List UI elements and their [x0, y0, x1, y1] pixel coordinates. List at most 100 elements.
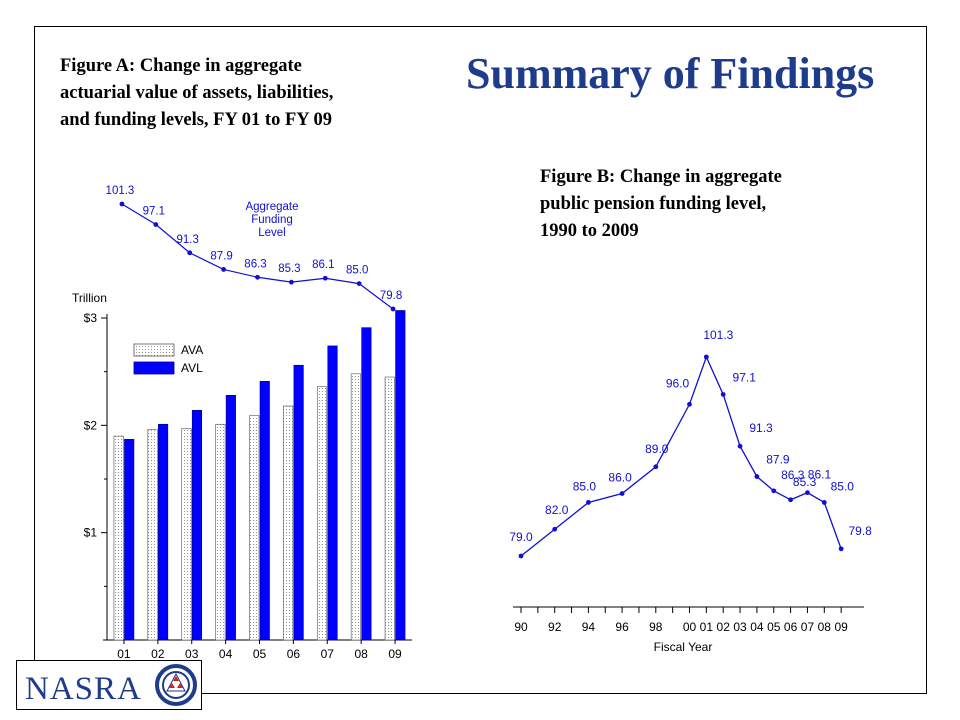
legend-swatch-ava: [133, 343, 175, 357]
x-tick-label: 05: [767, 620, 781, 634]
x-tick-label: 08: [354, 647, 368, 661]
funding-level-point: [153, 222, 159, 227]
funding-level-value-label: 85.0: [831, 479, 855, 493]
x-tick-label: 00: [683, 620, 697, 634]
funding-level-point: [788, 497, 793, 503]
x-tick-label: 04: [750, 620, 764, 634]
bar-ava: [283, 405, 294, 641]
funding-level-annotation: Level: [258, 227, 286, 239]
bar-avl: [259, 381, 270, 641]
funding-level-value-label: 79.8: [380, 290, 402, 302]
x-tick-label: 96: [615, 620, 629, 634]
funding-level-point: [653, 464, 659, 470]
x-tick-label: 03: [733, 620, 747, 634]
x-tick-label: 01: [700, 620, 714, 634]
y-tick-label: $3: [84, 311, 98, 325]
funding-level-value-label: 97.1: [143, 206, 165, 218]
figure-b-caption: Figure B: Change in aggregate public pen…: [540, 164, 870, 245]
funding-level-point: [518, 553, 524, 559]
bar-avl: [225, 394, 236, 641]
bar-ava: [316, 386, 328, 641]
x-tick-label: 92: [548, 620, 562, 634]
x-tick-label: 06: [287, 647, 301, 661]
x-tick-label: 94: [582, 620, 596, 634]
legend-swatch-avl: [133, 361, 175, 375]
funding-level-point: [619, 491, 625, 496]
bar-avl: [361, 327, 372, 641]
funding-level-point: [322, 275, 328, 281]
funding-level-point: [687, 401, 692, 407]
bar-avl: [158, 423, 169, 641]
funding-level-value-label: 85.3: [278, 263, 300, 275]
funding-level-point: [737, 443, 743, 449]
y-axis-label: Trillion: [72, 291, 107, 305]
funding-level-point: [552, 526, 558, 532]
funding-level-point: [119, 201, 125, 207]
funding-level-point: [720, 392, 726, 397]
x-tick-label: 04: [219, 647, 233, 661]
x-tick-label: 08: [818, 620, 832, 634]
funding-level-value-label: 85.0: [573, 479, 597, 493]
bar-avl: [327, 345, 338, 641]
funding-level-value-label: 82.0: [545, 503, 569, 517]
bar-avl: [293, 364, 304, 641]
funding-level-value-label: 86.1: [312, 259, 334, 271]
funding-level-point: [838, 546, 844, 552]
funding-level-value-label: 87.9: [210, 250, 232, 262]
funding-level-value-label: 89.0: [645, 442, 669, 456]
figure-a-caption: Figure A: Change in aggregate actuarial …: [60, 53, 440, 134]
funding-level-point: [586, 500, 591, 505]
bar-avl: [124, 438, 135, 641]
bar-ava: [147, 429, 158, 641]
slide-title: Summary of Findings: [466, 49, 875, 98]
x-tick-label: 05: [253, 647, 267, 661]
bar-ava: [215, 423, 226, 641]
bar-ava: [113, 435, 124, 641]
slide-frame: [34, 26, 927, 694]
funding-level-value-label: 85.3: [793, 475, 817, 489]
figure-a-funding-line-chart: 101.3 97.1 91.3 87.9 86.3 85.3 86.1 85.0 79.8 Agg…: [106, 185, 402, 312]
x-tick-label: 02: [717, 620, 731, 634]
funding-level-annotation: Funding: [251, 214, 293, 226]
bar-avl: [395, 310, 406, 641]
funding-level-annotation: Aggregate: [245, 201, 298, 213]
funding-level-value-label: 79.0: [509, 530, 533, 544]
figure-b-caption-line: Figure B: Change in aggregate: [540, 167, 782, 187]
x-tick-label: 06: [784, 620, 798, 634]
funding-level-value-label: 85.0: [346, 265, 368, 277]
funding-level-point: [288, 279, 294, 285]
figure-a-bar-chart: $1 $2 $3 Trillion 01 02 03 04 05 06 07 08 09 AVA AVL: [72, 291, 412, 661]
x-tick-label: 98: [649, 620, 663, 634]
funding-level-value-label: 96.0: [666, 376, 690, 390]
bar-avl: [191, 410, 203, 641]
funding-level-value-label: 91.3: [749, 421, 773, 435]
funding-level-point: [390, 306, 396, 312]
x-tick-label: 07: [801, 620, 815, 634]
x-tick-label: 07: [321, 647, 335, 661]
funding-level-value-label: 91.3: [177, 234, 199, 246]
bar-ava: [249, 415, 260, 641]
funding-level-point: [221, 267, 227, 272]
bar-ava: [350, 373, 361, 641]
legend-label-ava: AVA: [181, 343, 203, 357]
funding-level-point: [805, 490, 810, 496]
figure-b-line-chart: 90 92 94 96 98 00 01 02 03 04 05 06 07 08 09 Fiscal Yea…: [509, 328, 872, 654]
nasra-logo: NASRA: [16, 660, 202, 710]
funding-level-point: [754, 474, 760, 479]
x-tick-label: 02: [151, 647, 165, 661]
funding-level-value-label: 101.3: [703, 328, 733, 342]
funding-level-value-label: 86.0: [608, 471, 632, 485]
figure-a-caption-line: and funding levels, FY 01 to FY 09: [60, 110, 333, 130]
funding-level-value-label: 79.8: [848, 524, 872, 538]
funding-level-point: [821, 500, 827, 505]
figure-a-caption-line: actuarial value of assets, liabilities,: [60, 83, 334, 103]
x-axis-label: Fiscal Year: [654, 640, 713, 654]
funding-level-point: [187, 250, 193, 256]
bar-ava: [384, 376, 395, 641]
funding-level-point: [356, 281, 362, 287]
x-tick-label: 03: [185, 647, 199, 661]
y-tick-label: $2: [84, 418, 98, 432]
figure-b-caption-line: 1990 to 2009: [540, 221, 639, 241]
y-tick-label: $1: [84, 526, 98, 540]
